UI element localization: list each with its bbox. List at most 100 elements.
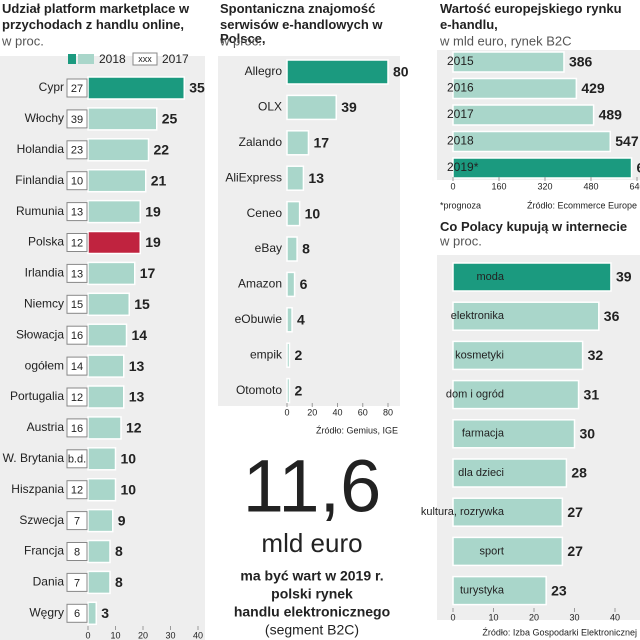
bar	[452, 458, 568, 488]
value-label: 80	[393, 64, 409, 80]
category-label: Węgry	[29, 605, 64, 619]
category-label: ogółem	[25, 358, 64, 372]
x-tick-label: 0	[450, 612, 455, 622]
value-label: 621	[637, 160, 640, 176]
chart-title: Spontaniczna znajomość serwisów e-handlow…	[220, 1, 383, 46]
prev-year-label: 6	[74, 608, 80, 620]
bar	[286, 342, 291, 368]
category-label: Allegro	[245, 64, 283, 78]
prev-year-label: 27	[71, 83, 83, 95]
bar	[452, 536, 564, 567]
category-label: farmacja	[462, 428, 505, 440]
prev-year-label: 7	[74, 516, 80, 528]
value-label: 35	[189, 80, 205, 96]
value-label: 3	[101, 605, 109, 621]
bar	[87, 138, 150, 162]
bar	[452, 301, 600, 331]
value-label: 4	[297, 312, 305, 328]
prev-year-label: 16	[71, 423, 83, 435]
prev-year-box	[66, 325, 88, 345]
value-label: 19	[145, 234, 161, 250]
category-label: eBay	[255, 241, 282, 255]
source: Źródło: Izba Gospodarki Elektronicznej	[482, 627, 637, 637]
legend-label: 2018	[99, 52, 126, 66]
x-tick-label: 160	[491, 181, 506, 191]
value-label: 10	[121, 481, 137, 497]
value-label: 14	[132, 327, 148, 343]
callout-text: ma być wart w 2019 r.	[240, 568, 383, 584]
value-label: 36	[604, 308, 620, 324]
category-label: elektronika	[451, 310, 505, 322]
chart-subtitle: w proc.	[1, 33, 44, 48]
value-label: 25	[162, 111, 178, 127]
bar	[87, 323, 128, 347]
value-label: 8	[115, 543, 123, 559]
prev-year-box	[66, 511, 88, 531]
bar	[87, 354, 125, 378]
value-label: 2	[295, 382, 303, 398]
prev-year-box	[66, 603, 88, 623]
value-label: 489	[599, 107, 623, 123]
bar	[87, 570, 111, 595]
chart-subtitle: w proc.	[219, 33, 262, 48]
legend-label: 2017	[162, 52, 189, 66]
legend-sample: xxx	[138, 54, 152, 64]
x-tick-label: 40	[193, 630, 203, 640]
category-label: dom i ogród	[446, 389, 504, 401]
prev-year-label: 39	[71, 114, 83, 126]
prev-year-box	[66, 202, 88, 222]
prev-year-box	[66, 418, 88, 438]
bar	[87, 601, 97, 626]
category-label: Finlandia	[15, 173, 64, 187]
category-label: Zalando	[239, 135, 283, 149]
value-label: 23	[551, 582, 567, 598]
callout-text: handlu elektronicznego	[234, 604, 390, 620]
chart-title: Udział platform marketplace w przychodach…	[2, 1, 190, 32]
category-label: Słowacja	[16, 327, 64, 341]
x-tick-label: 40	[610, 612, 620, 622]
x-tick-label: 0	[85, 630, 90, 640]
category-label: AliExpress	[225, 170, 282, 184]
prev-year-box	[66, 542, 88, 561]
value-label: 19	[145, 203, 161, 219]
note: *prognoza	[440, 200, 481, 210]
value-label: 32	[588, 347, 604, 363]
value-label: 386	[569, 54, 593, 70]
bar	[87, 107, 158, 131]
value-label: 13	[129, 358, 145, 374]
prev-year-box	[66, 263, 88, 283]
bar	[87, 292, 130, 317]
x-tick-label: 10	[110, 630, 120, 640]
prev-year-box	[66, 572, 88, 592]
value-label: 13	[308, 170, 324, 186]
category-label: Francja	[24, 544, 64, 558]
prev-year-box	[66, 233, 88, 252]
bar	[87, 199, 141, 224]
chart-title: Wartość europejskiego rynku e-handlu,	[440, 1, 622, 32]
value-label: 21	[151, 172, 167, 188]
x-tick-label: 30	[569, 612, 579, 622]
category-label: Szwecja	[19, 513, 64, 527]
prev-year-box	[66, 294, 88, 314]
chart-subtitle: w mld euro, rynek B2C	[439, 33, 572, 48]
value-label: 12	[126, 420, 142, 436]
x-tick-label: 60	[358, 407, 368, 417]
bar	[452, 340, 584, 371]
prev-year-label: 7	[74, 577, 80, 589]
value-label: 17	[313, 135, 329, 151]
x-tick-label: 40	[332, 407, 342, 417]
value-label: 15	[134, 296, 150, 312]
category-label: Austria	[27, 420, 65, 434]
category-label: Amazon	[238, 277, 282, 291]
prev-year-label: 13	[71, 207, 83, 219]
prev-year-box	[66, 171, 88, 191]
prev-year-box	[66, 356, 88, 376]
value-label: 28	[571, 465, 587, 481]
bar	[286, 307, 293, 333]
bar	[87, 447, 117, 471]
value-label: 2	[295, 347, 303, 363]
x-tick-label: 0	[284, 407, 289, 417]
category-label: empik	[250, 347, 283, 361]
bar	[452, 130, 612, 153]
bar	[452, 575, 547, 606]
